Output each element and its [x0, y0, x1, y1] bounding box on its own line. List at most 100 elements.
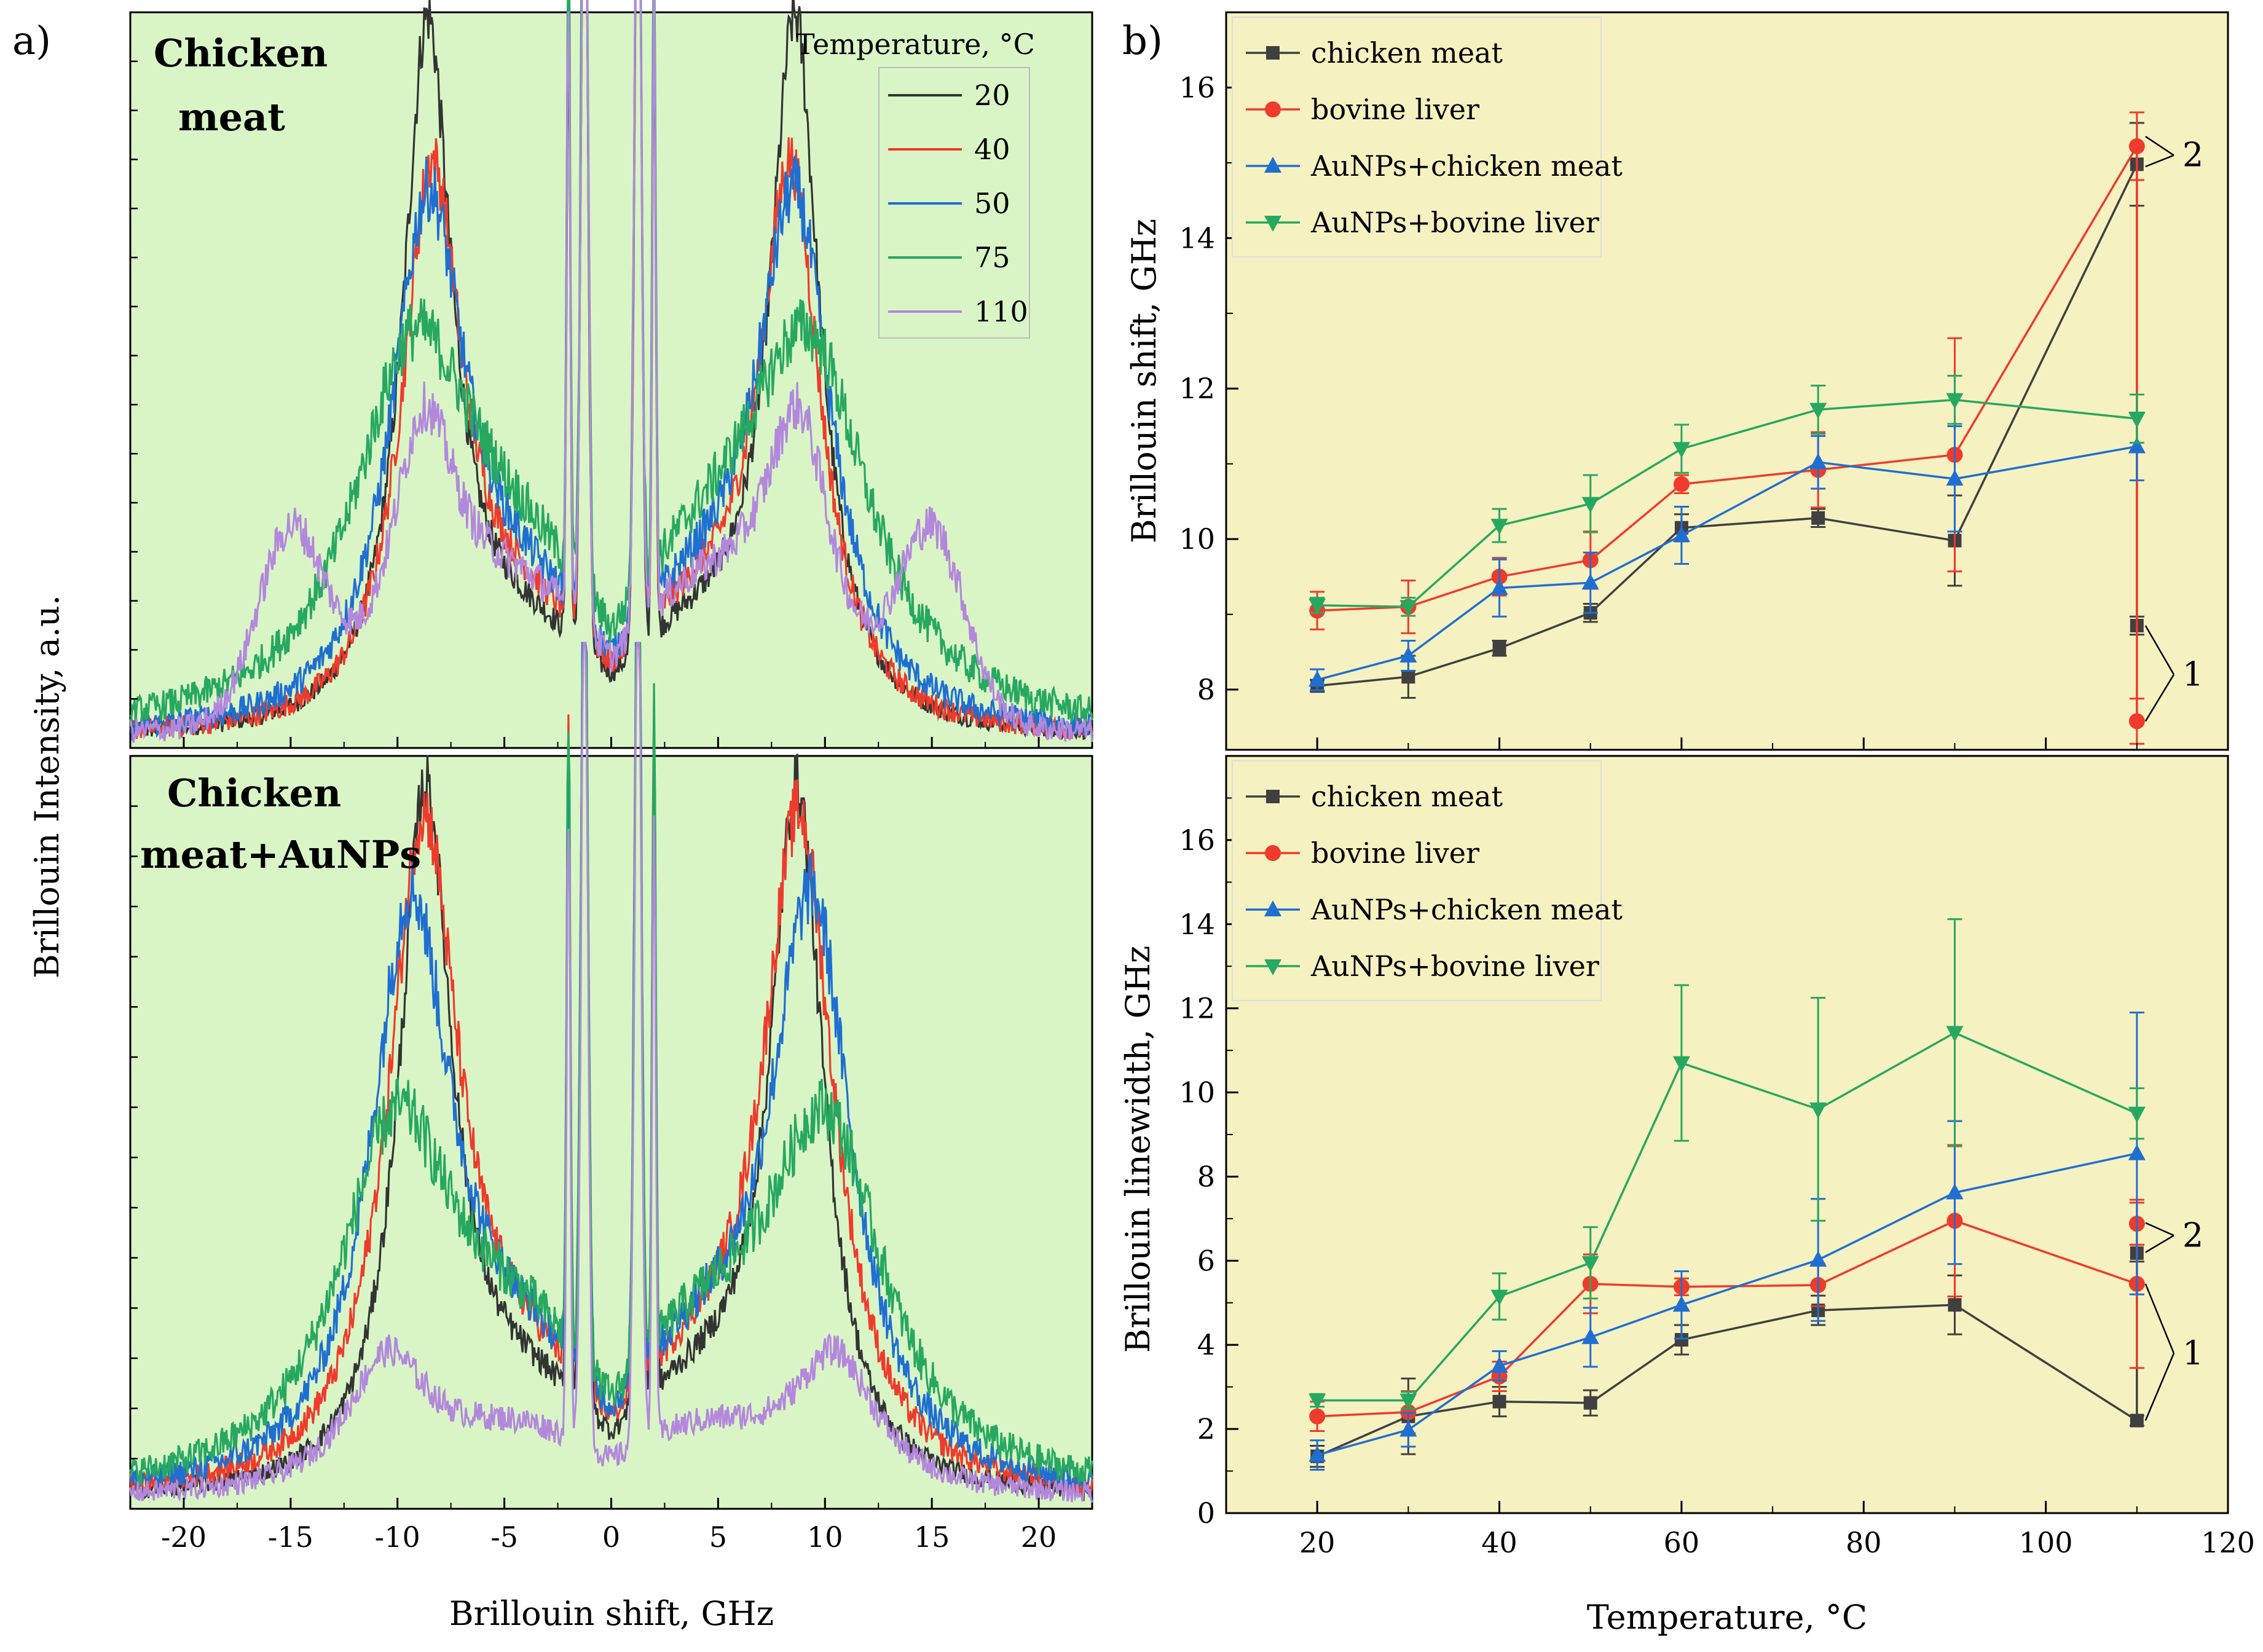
data-point-aunps-bovine-liver [1809, 403, 1827, 419]
x-tick-label: 15 [914, 1520, 950, 1554]
annotation-label-2: 2 [2182, 1216, 2203, 1254]
legend-marker-chicken-meat [1266, 46, 1280, 60]
annotation-bracket [2144, 1353, 2175, 1421]
data-point-aunps-chicken-meat [1490, 578, 1508, 595]
x-tick-label: 5 [709, 1520, 727, 1554]
data-point-aunps-chicken-meat [1946, 470, 1964, 486]
legend-label-aunps-bovine-liver: AuNPs+bovine liver [1310, 950, 1599, 983]
data-point-aunps-chicken-meat [1809, 453, 1827, 470]
series-line-aunps-bovine-liver [1317, 398, 2137, 608]
panel-b-label: b) [1122, 18, 1163, 64]
chart-chicken-meat: Chicken meat Temperature, °C 20 40 50 75 110 [129, 0, 1093, 749]
y-tick-label: 14 [1179, 908, 1215, 941]
y-tick-label: 8 [1197, 1160, 1215, 1193]
y-tick-label: 6 [1197, 1244, 1215, 1277]
legend-label-aunps-chicken-meat: AuNPs+chicken meat [1310, 149, 1623, 183]
annotation-bracket [2144, 674, 2174, 722]
legend-label-bovine-liver: bovine liver [1311, 93, 1479, 126]
legend-marker-aunps-bovine-liver [1264, 216, 1281, 232]
data-point-aunps-chicken-meat [1809, 1250, 1827, 1267]
data-point-aunps-chicken-meat [1672, 1296, 1690, 1312]
series-line-bovine-liver [1317, 146, 2138, 612]
series-line-75C [129, 642, 1093, 1486]
data-point-aunps-bovine-liver [1490, 519, 1508, 535]
series-line-110C [129, 642, 1093, 1503]
annotation-label-1: 1 [2182, 1334, 2203, 1372]
y-tick-label: 16 [1179, 71, 1215, 104]
x-tick-label: -20 [161, 1520, 207, 1554]
x-tick-label: -15 [268, 1520, 313, 1554]
x-tick-label: 10 [807, 1520, 843, 1554]
data-point-aunps-chicken-meat [1309, 1446, 1326, 1462]
data-point-chicken-meat [1401, 670, 1415, 684]
data-point-aunps-chicken-meat [1672, 526, 1690, 543]
data-point-aunps-bovine-liver [1581, 1256, 1599, 1272]
data-point-aunps-bovine-liver [1309, 598, 1326, 615]
chart-chicken-meat-aunps: -20 -15 -10 -5 0 5 10 15 20 Chicken meat+AuNPs [129, 642, 1093, 1554]
annotation-bracket [2145, 135, 2174, 156]
x-tick-label: 40 [1481, 1526, 1517, 1559]
data-point-aunps-chicken-meat [1946, 1183, 1964, 1200]
y-tick-label: 8 [1197, 673, 1215, 706]
x-tick-label: 100 [2019, 1526, 2073, 1559]
data-point-bovine-liver [2128, 713, 2145, 730]
data-point-aunps-bovine-liver [1399, 1393, 1417, 1410]
data-point-aunps-chicken-meat [1581, 573, 1599, 590]
series-line-aunps-chicken-meat [1316, 445, 2138, 681]
annotation-label-1: 1 [2182, 655, 2203, 694]
x-tick-label: 20 [1299, 1526, 1336, 1559]
data-point-aunps-bovine-liver [1490, 1289, 1508, 1306]
series-line-40C [129, 642, 1093, 1495]
data-point-aunps-bovine-liver [1672, 442, 1690, 458]
annotation-bracket [2144, 1283, 2175, 1354]
series-line-bovine-liver [1317, 1219, 2138, 1418]
series-line-75C [129, 0, 1093, 726]
annotation-bracket [2145, 1235, 2174, 1253]
panel-a-label: a) [12, 18, 51, 64]
x-tick-label: 20 [1021, 1520, 1057, 1554]
series-line-50C [129, 642, 1093, 1494]
b-top-ylabel: Brillouin shift, GHz [1125, 219, 1163, 543]
data-point-chicken-meat [1583, 1396, 1597, 1410]
data-point-aunps-bovine-liver [2128, 412, 2146, 428]
data-point-aunps-chicken-meat [2128, 1144, 2146, 1160]
data-point-bovine-liver [1309, 1408, 1326, 1425]
series-line-aunps-chicken-meat [1316, 1152, 2138, 1457]
series-line-chicken-meat [1317, 163, 2138, 687]
legend-title: Temperature, °C [796, 28, 1035, 61]
annotation-bracket [2145, 154, 2174, 168]
legend-marker-aunps-chicken-meat [1264, 157, 1281, 173]
data-point-aunps-chicken-meat [1581, 1328, 1599, 1344]
data-point-chicken-meat [1674, 1333, 1688, 1347]
legend-label-chicken-meat: chicken meat [1311, 780, 1503, 813]
legend-label-75: 75 [974, 241, 1010, 274]
series-line-50C [129, 0, 1093, 742]
y-tick-label: 0 [1197, 1497, 1215, 1530]
legend-label-50: 50 [974, 187, 1010, 220]
data-point-bovine-liver [2128, 138, 2145, 154]
legend-label-chicken-meat: chicken meat [1311, 36, 1503, 69]
data-point-aunps-bovine-liver [1309, 1393, 1326, 1410]
annotation-bracket [2145, 1222, 2174, 1237]
series-line-aunps-bovine-liver [1317, 1031, 2138, 1402]
y-tick-label: 10 [1179, 1076, 1215, 1109]
data-point-chicken-meat [1492, 1394, 1506, 1409]
y-tick-label: 2 [1197, 1412, 1215, 1446]
legend-marker-bovine-liver [1265, 101, 1281, 117]
data-point-aunps-bovine-liver [2128, 1106, 2146, 1123]
data-point-aunps-bovine-liver [1581, 497, 1599, 513]
data-point-chicken-meat [1492, 641, 1506, 655]
legend-box [1232, 17, 1602, 258]
legend-label-40: 40 [974, 133, 1010, 166]
legend-marker-aunps-chicken-meat [1264, 900, 1281, 916]
x-tick-label: 60 [1664, 1526, 1700, 1559]
legend-label-20: 20 [974, 79, 1010, 112]
a-ylabel: Brillouin Intensity, a.u. [28, 595, 66, 978]
data-point-aunps-bovine-liver [1399, 600, 1417, 616]
legend-marker-aunps-bovine-liver [1264, 959, 1281, 975]
data-point-aunps-chicken-meat [1399, 1420, 1417, 1437]
data-point-chicken-meat [2130, 1414, 2144, 1428]
y-tick-label: 4 [1197, 1328, 1215, 1361]
panel-title-line1: Chicken [167, 771, 341, 816]
legend-label-aunps-chicken-meat: AuNPs+chicken meat [1310, 893, 1623, 926]
